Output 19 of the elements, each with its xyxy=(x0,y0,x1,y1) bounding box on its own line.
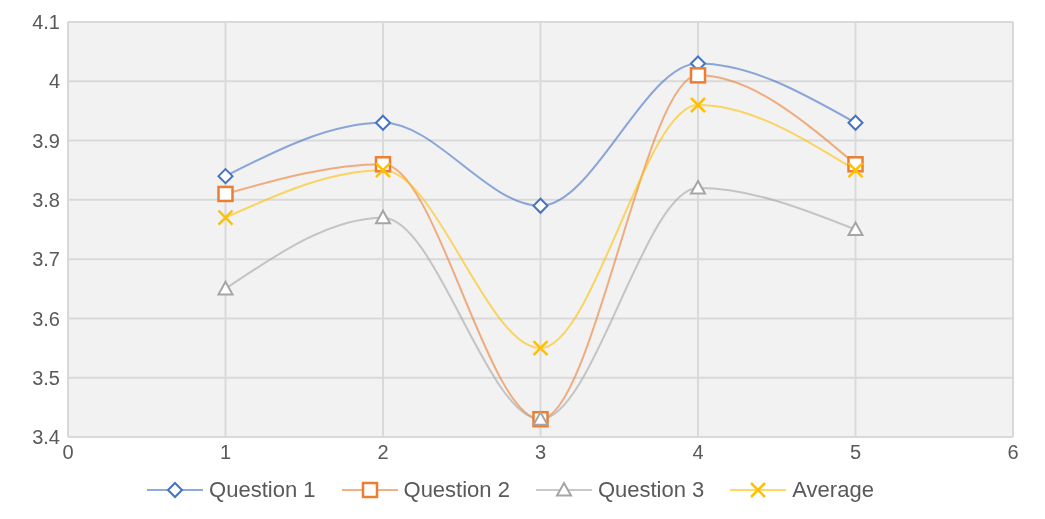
legend-label: Question 1 xyxy=(209,477,316,503)
x-tick-label: 0 xyxy=(62,441,74,464)
y-tick-label: 3.4 xyxy=(32,426,60,449)
x-tick-label: 5 xyxy=(849,441,862,464)
x-tick-label: 4 xyxy=(692,441,704,464)
x-tick-label: 2 xyxy=(377,441,389,464)
x-tick-label: 3 xyxy=(534,441,547,464)
y-tick-label: 3.8 xyxy=(32,188,60,211)
y-tick-label: 4 xyxy=(48,70,60,93)
y-tick-label: 4.1 xyxy=(32,11,60,34)
legend-label: Question 3 xyxy=(597,477,705,503)
legend-label: Question 2 xyxy=(403,477,510,503)
y-tick-label: 3.9 xyxy=(32,129,60,152)
legend-label: Average xyxy=(792,477,874,503)
x-tick-label: 1 xyxy=(219,441,232,464)
y-tick-label: 3.5 xyxy=(32,366,60,389)
y-tick-label: 3.7 xyxy=(32,248,60,271)
x-tick-label: 6 xyxy=(1007,441,1019,464)
y-tick-label: 3.6 xyxy=(32,307,60,330)
